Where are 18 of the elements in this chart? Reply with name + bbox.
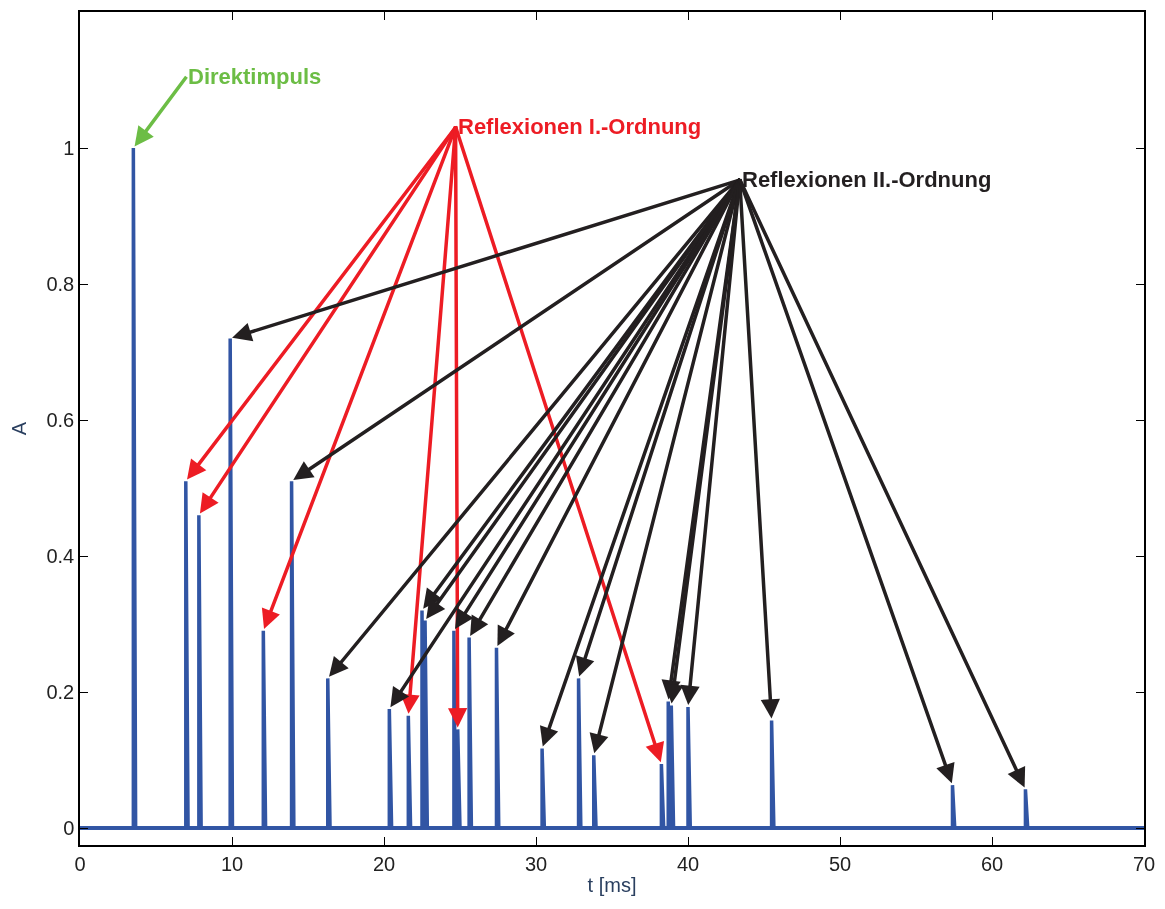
- x-tick-label: 20: [372, 852, 396, 875]
- annotation: Reflexionen II.-Ordnung: [742, 167, 992, 192]
- y-tick-label: 0: [63, 817, 75, 839]
- y-axis-title: A: [8, 421, 31, 436]
- y-tick-label: 0.6: [46, 409, 75, 431]
- x-tick-label: 40: [676, 852, 700, 875]
- x-tick-label: 50: [828, 852, 852, 875]
- annotation: Reflexionen I.-Ordnung: [458, 114, 702, 139]
- y-tick-label: 0.4: [46, 545, 75, 567]
- x-tick-label: 10: [220, 852, 244, 875]
- x-axis-title: t [ms]: [587, 873, 637, 896]
- x-tick-label: 60: [980, 852, 1004, 875]
- y-tick-label: 1: [63, 137, 75, 159]
- annotation: Direktimpuls: [188, 64, 322, 89]
- x-tick-label: 70: [1132, 852, 1156, 875]
- y-tick-label: 0.2: [46, 681, 75, 703]
- x-tick-label: 30: [524, 852, 548, 875]
- y-tick-label: 0.8: [46, 273, 75, 295]
